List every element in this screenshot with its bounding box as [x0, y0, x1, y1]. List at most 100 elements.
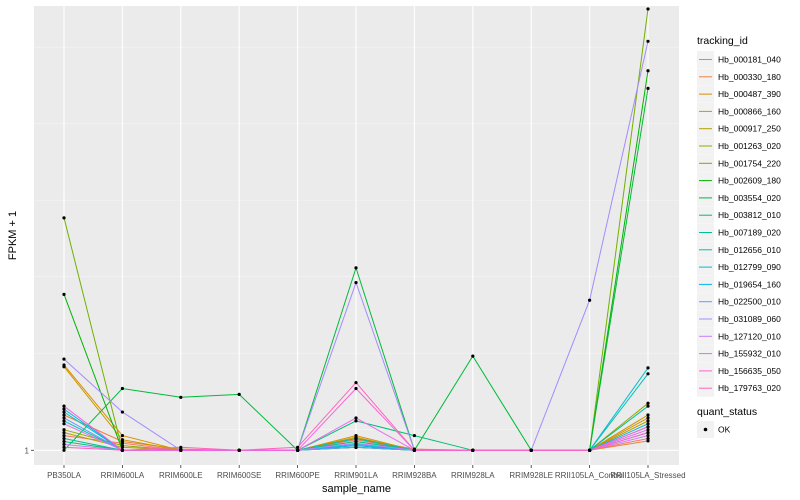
data-point-Hb_179763_020-10 [646, 431, 650, 435]
x-tick-label-0: PB350LA [47, 471, 81, 480]
data-point-Hb_179763_020-0 [62, 445, 66, 449]
legend-label-Hb_000330_180: Hb_000330_180 [718, 72, 781, 82]
legend-label-Hb_002609_180: Hb_002609_180 [718, 176, 781, 186]
data-point-Hb_000330_180-10 [646, 439, 650, 443]
data-point-Hb_002609_180-0 [62, 292, 66, 296]
data-point-Hb_179763_020-5 [354, 381, 358, 385]
data-point-Hb_156635_050-2 [179, 448, 183, 452]
data-point-Hb_000487_390-1 [120, 433, 124, 438]
data-point-Hb_002609_180-10 [646, 69, 650, 73]
data-point-Hb_012656_010-10 [646, 372, 650, 376]
data-point-Hb_007189_020-0 [62, 436, 66, 441]
data-point-Hb_179763_020-2 [179, 445, 183, 449]
data-point-Hb_000866_160-10 [646, 413, 650, 417]
data-point-Hb_003812_010-6 [412, 433, 416, 438]
legend-label-Hb_001263_020: Hb_001263_020 [718, 141, 781, 151]
x-axis-title: sample_name [322, 483, 391, 495]
data-point-Hb_022500_010-0 [62, 416, 66, 420]
legend-label-Hb_000917_250: Hb_000917_250 [718, 124, 781, 134]
data-point-Hb_003812_010-5 [354, 419, 358, 423]
y-axis: 1 [25, 446, 34, 455]
data-point-Hb_007189_020-10 [646, 404, 650, 408]
data-point-Hb_179763_020-1 [120, 448, 124, 452]
legend-label-Hb_003554_020: Hb_003554_020 [718, 193, 781, 203]
legend-label-Hb_001754_220: Hb_001754_220 [718, 158, 781, 168]
x-tick-label-4: RRIM600PE [275, 471, 319, 480]
x-tick-label-5: RRIM901LA [334, 471, 378, 480]
data-point-Hb_000181_040-0 [62, 433, 66, 438]
x-tick-label-10: RRII105LA_Stressed [610, 471, 685, 480]
data-point-Hb_000330_180-0 [62, 413, 66, 417]
data-point-Hb_000866_160-0 [62, 365, 66, 369]
data-point-Hb_031089_060-9 [588, 298, 592, 302]
data-point-Hb_003554_020-7 [471, 354, 475, 358]
data-point-Hb_012799_090-10 [646, 366, 650, 370]
data-point-Hb_000917_250-10 [646, 419, 650, 423]
legend-label-Hb_155932_010: Hb_155932_010 [718, 349, 781, 359]
data-point-Hb_031089_060-5 [354, 280, 358, 285]
data-point-Hb_031089_060-10 [646, 39, 650, 43]
data-point-Hb_001754_220-0 [62, 216, 66, 220]
y-tick-label-0: 1 [25, 446, 30, 455]
data-point-Hb_000917_250-0 [62, 431, 66, 435]
data-point-Hb_003554_020-3 [237, 392, 241, 396]
data-point-Hb_179763_020-9 [588, 448, 592, 452]
data-point-Hb_127120_010-5 [354, 441, 358, 445]
data-point-Hb_156635_050-10 [646, 425, 650, 429]
legend-title-tracking-id: tracking_id [697, 35, 748, 47]
data-point-Hb_000866_160-1 [120, 438, 124, 442]
data-point-Hb_155932_010-5 [354, 416, 358, 420]
data-point-Hb_003554_020-0 [62, 448, 66, 452]
data-point-Hb_012799_090-0 [62, 410, 66, 414]
legend-label-Hb_127120_010: Hb_127120_010 [718, 331, 781, 341]
x-tick-label-2: RRIM600LE [159, 471, 203, 480]
data-point-Hb_003554_020-5 [354, 266, 358, 270]
x-tick-label-8: RRIM928LE [509, 471, 553, 480]
legend-label-Hb_000866_160: Hb_000866_160 [718, 106, 781, 116]
x-tick-label-9: RRII105LA_Control [555, 471, 625, 480]
data-point-Hb_127120_010-0 [62, 442, 66, 447]
data-point-Hb_156635_050-5 [354, 386, 358, 391]
x-tick-label-3: RRIM600SE [217, 471, 261, 480]
legend-label-Hb_012799_090: Hb_012799_090 [718, 262, 781, 272]
data-point-Hb_003812_010-0 [62, 439, 66, 444]
legend-label-Hb_007189_020: Hb_007189_020 [718, 228, 781, 238]
data-point-Hb_001263_020-10 [646, 401, 650, 405]
legend-label-Hb_156635_050: Hb_156635_050 [718, 366, 781, 376]
legend-point-OK [703, 427, 708, 432]
data-point-Hb_156635_050-4 [296, 448, 300, 452]
legend-label-Hb_031089_060: Hb_031089_060 [718, 314, 781, 324]
x-tick-label-1: RRIM600LA [101, 471, 145, 480]
data-point-Hb_127120_010-10 [646, 433, 650, 438]
data-point-Hb_003554_020-10 [646, 86, 650, 90]
data-point-Hb_022500_010-5 [354, 445, 358, 449]
data-point-Hb_019654_160-10 [646, 422, 650, 426]
data-point-Hb_031089_060-0 [62, 357, 66, 361]
legend-label-Hb_022500_010: Hb_022500_010 [718, 297, 781, 307]
grid-major [34, 6, 679, 465]
data-point-Hb_012656_010-0 [62, 419, 66, 423]
data-point-Hb_019654_160-0 [62, 407, 66, 411]
series-points [62, 7, 650, 452]
data-point-Hb_003554_020-2 [179, 395, 183, 399]
y-axis-title: FPKM + 1 [7, 211, 19, 260]
data-point-Hb_012656_010-5 [354, 436, 358, 441]
data-point-Hb_001754_220-10 [646, 7, 650, 11]
data-point-Hb_156635_050-0 [62, 404, 66, 408]
legend-label-Hb_019654_160: Hb_019654_160 [718, 279, 781, 289]
data-point-Hb_179763_020-4 [296, 445, 300, 449]
legend-label-Hb_012656_010: Hb_012656_010 [718, 245, 781, 255]
data-point-Hb_155932_010-10 [646, 428, 650, 432]
legend: tracking_id Hb_000181_040 Hb_000330_180 Hb_… [697, 35, 781, 438]
data-point-Hb_179763_020-6 [412, 448, 416, 452]
legend-label-Hb_000181_040: Hb_000181_040 [718, 55, 781, 65]
data-point-Hb_000487_390-10 [646, 416, 650, 420]
data-point-Hb_001263_020-1 [120, 443, 124, 448]
legend-label-OK: OK [718, 425, 731, 435]
legend-label-Hb_179763_020: Hb_179763_020 [718, 383, 781, 393]
legend-title-quant-status: quant_status [697, 406, 757, 418]
data-point-Hb_179763_020-3 [237, 448, 241, 452]
data-point-Hb_003554_020-1 [120, 386, 124, 391]
x-tick-label-6: RRIM928BA [392, 471, 437, 480]
